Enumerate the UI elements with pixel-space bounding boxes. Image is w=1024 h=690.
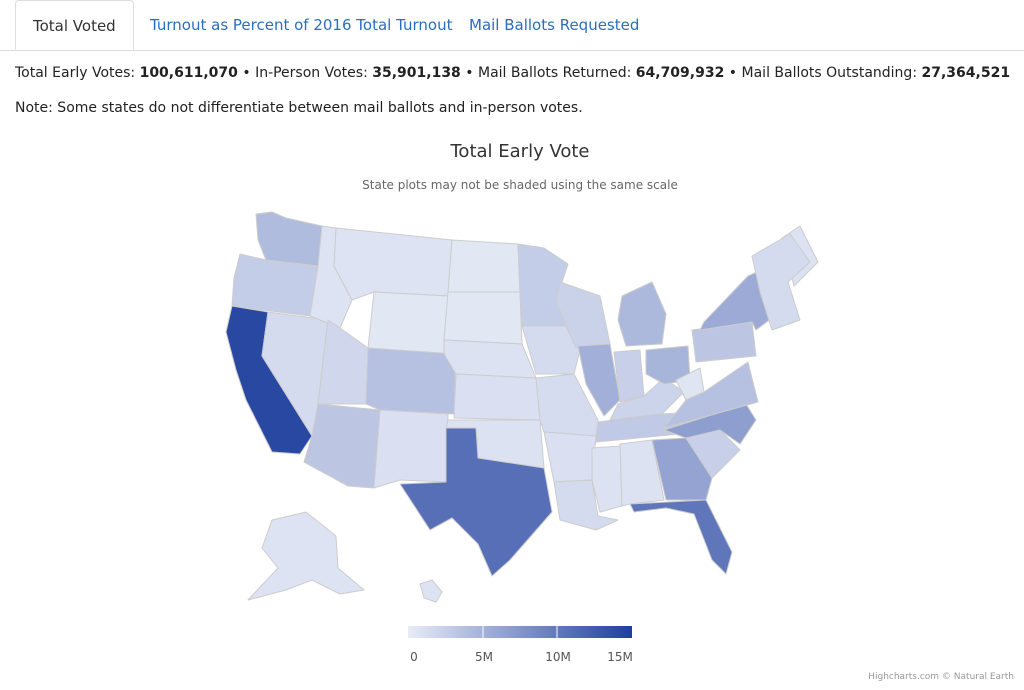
state-ia[interactable] xyxy=(521,325,581,375)
state-wy[interactable] xyxy=(367,291,449,355)
chart-credits: Highcharts.com © Natural Earth xyxy=(868,672,1014,682)
stats-summary: Total Early Votes: 100,611,070 • In-Pers… xyxy=(15,65,1010,81)
state-wi[interactable] xyxy=(555,281,611,349)
state-mt[interactable] xyxy=(333,227,453,301)
color-legend: 0 5M 10M 15M xyxy=(408,626,633,664)
tab-bar: Total Voted Turnout as Percent of 2016 T… xyxy=(0,0,1024,51)
state-hi[interactable] xyxy=(419,579,443,603)
legend-tick-10m: 10M xyxy=(545,650,571,664)
legend-gradient-bar xyxy=(408,626,632,638)
state-il[interactable] xyxy=(577,343,621,417)
state-va[interactable] xyxy=(663,361,759,429)
state-al[interactable] xyxy=(619,439,665,507)
state-ne-states[interactable] xyxy=(751,233,811,331)
chart-subtitle: State plots may not be shaded using the … xyxy=(362,178,678,192)
state-ar[interactable] xyxy=(543,431,597,483)
tab-turnout-percent[interactable]: Turnout as Percent of 2016 Total Turnout xyxy=(150,16,453,34)
state-ak[interactable] xyxy=(247,511,365,601)
mail-returned-label: Mail Ballots Returned: xyxy=(477,65,632,81)
legend-tick-15m: 15M xyxy=(607,650,633,664)
state-fl[interactable] xyxy=(629,499,733,575)
state-nm[interactable] xyxy=(373,409,449,489)
state-ms[interactable] xyxy=(591,445,623,513)
tab-total-voted[interactable]: Total Voted xyxy=(15,0,134,50)
state-co[interactable] xyxy=(365,347,457,415)
separator: • xyxy=(728,65,738,81)
state-nd[interactable] xyxy=(447,239,521,293)
note-text: Note: Some states do not differentiate b… xyxy=(15,100,583,116)
mail-outstanding-value: 27,364,521 xyxy=(921,65,1011,81)
total-early-votes-label: Total Early Votes: xyxy=(15,65,136,81)
state-az[interactable] xyxy=(303,403,381,489)
mail-outstanding-label: Mail Ballots Outstanding: xyxy=(741,65,918,81)
state-ks[interactable] xyxy=(453,373,541,421)
state-ny[interactable] xyxy=(699,267,773,331)
state-mi[interactable] xyxy=(617,281,667,347)
in-person-votes-value: 35,901,138 xyxy=(372,65,461,81)
state-ne[interactable] xyxy=(443,339,537,379)
in-person-votes-label: In-Person Votes: xyxy=(255,65,368,81)
tab-mail-ballots-requested[interactable]: Mail Ballots Requested xyxy=(469,16,640,34)
mail-returned-value: 64,709,932 xyxy=(635,65,725,81)
separator: • xyxy=(465,65,474,81)
separator: • xyxy=(242,65,251,81)
total-early-votes-value: 100,611,070 xyxy=(139,65,238,81)
legend-tick-0: 0 xyxy=(410,650,418,664)
state-ga[interactable] xyxy=(651,437,713,501)
legend-tick-5m: 5M xyxy=(475,650,493,664)
state-tx[interactable] xyxy=(399,427,553,577)
state-sd[interactable] xyxy=(443,291,523,345)
state-wa[interactable] xyxy=(255,211,323,267)
chart-title: Total Early Vote xyxy=(450,141,590,162)
